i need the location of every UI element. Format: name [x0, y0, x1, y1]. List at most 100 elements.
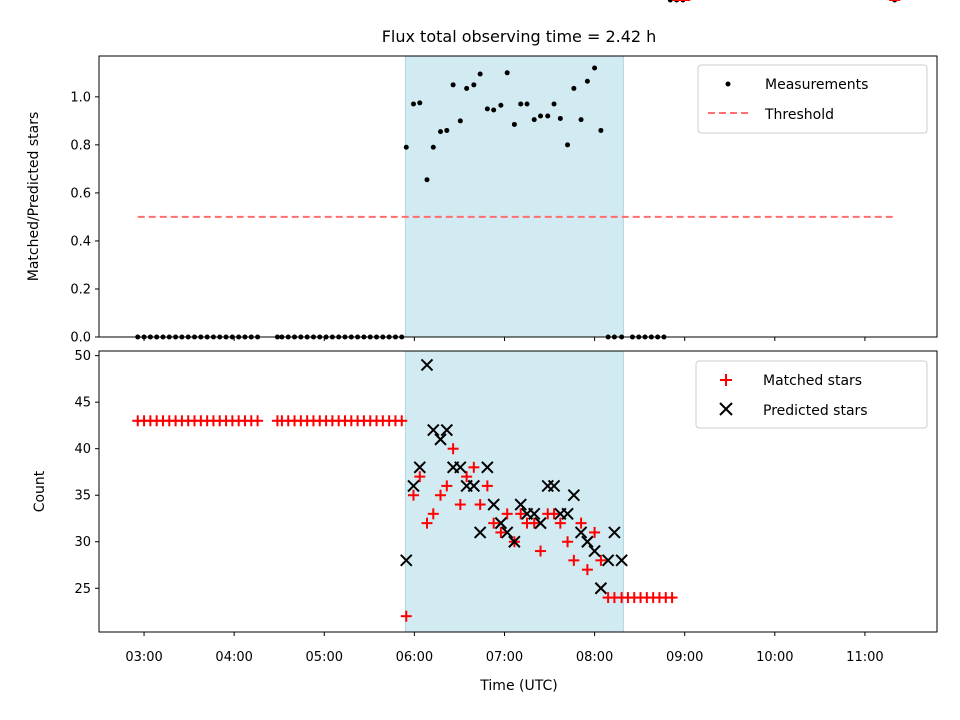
predicted-star-point: [454, 461, 467, 474]
y-tick-label: 25: [74, 582, 91, 597]
top-observing-window: [404, 55, 624, 338]
y-tick-label: 45: [74, 396, 91, 411]
predicted-star-point: [567, 489, 581, 502]
measurement-point: [410, 101, 416, 107]
measurement-point: [417, 100, 423, 106]
matched-star-point: [548, 508, 560, 520]
measurement-point: [571, 85, 577, 91]
legend-matched-label: Matched stars: [763, 373, 862, 389]
matched-star-point: [528, 517, 540, 529]
predicted-star-point: [534, 516, 547, 530]
legend-measurements-marker: [725, 81, 731, 87]
y-tick-label: 50: [74, 349, 91, 364]
measurement-point: [491, 107, 497, 113]
legend-predicted-label: Predicted stars: [763, 403, 868, 419]
matched-star-point: [474, 499, 486, 511]
y-tick-label: 40: [74, 442, 91, 457]
predicted-star-point: [500, 526, 514, 539]
matched-star-point: [595, 554, 607, 566]
matched-star-point: [468, 461, 480, 473]
chart-title: Flux total observing time = 2.42 h: [382, 27, 657, 46]
x-tick-label: 05:00: [306, 650, 343, 665]
measurement-point: [565, 142, 571, 148]
bottom-observing-window: [404, 350, 624, 633]
legend-predicted-marker: [719, 402, 733, 416]
measurement-point: [430, 144, 436, 150]
predicted-star-point: [588, 544, 601, 558]
measurement-point: [511, 121, 517, 127]
y-tick-label: 1.0: [70, 90, 91, 105]
matched-star-point: [461, 471, 473, 483]
matched-star-point: [435, 489, 447, 501]
measurement-point: [504, 70, 510, 76]
y-tick-label: 0.8: [70, 138, 91, 153]
x-tick-label: 07:00: [486, 650, 523, 665]
predicted-star-point: [481, 461, 494, 474]
bottom-legend-box: [695, 360, 928, 429]
predicted-star-point: [528, 507, 541, 521]
predicted-star-point: [467, 479, 481, 493]
matched-star-point: [454, 499, 466, 511]
measurement-point: [498, 102, 504, 108]
matched-star-point: [562, 536, 574, 548]
measurement-point: [464, 85, 470, 91]
predicted-star-point: [508, 535, 521, 548]
predicted-star-point: [494, 516, 508, 530]
legend-measurements-label: Measurements: [765, 77, 868, 93]
measurement-point: [557, 115, 563, 121]
matched-star-point: [481, 480, 493, 492]
matched-star-point: [581, 564, 593, 576]
measurement-point: [403, 144, 409, 150]
predicted-star-point: [615, 554, 628, 567]
predicted-star-point: [561, 507, 574, 521]
predicted-star-point: [427, 423, 440, 437]
predicted-star-point: [581, 535, 594, 548]
x-tick-label: 03:00: [125, 650, 162, 665]
predicted-star-point: [608, 526, 621, 539]
predicted-star-point: [487, 498, 500, 511]
y-tick-label: 30: [74, 535, 91, 550]
bottom-panel-frame: [98, 350, 938, 633]
matched-star-point: [666, 592, 678, 604]
matched-star-point: [421, 517, 433, 529]
measurement-point: [424, 177, 430, 183]
measurement-point: [471, 82, 477, 88]
x-tick-label: 04:00: [215, 650, 252, 665]
measurement-point: [531, 117, 537, 123]
measurement-point: [518, 101, 524, 107]
bottom-legend: Matched stars Predicted stars: [695, 360, 928, 429]
x-tick-label: 08:00: [576, 650, 613, 665]
measurement-point: [551, 101, 557, 107]
y-tick-label: 35: [74, 489, 91, 504]
matched-star-point: [488, 517, 500, 529]
measurement-point: [592, 65, 598, 71]
matched-star-point: [407, 489, 419, 501]
predicted-star-point: [434, 433, 447, 446]
predicted-star-point: [574, 526, 588, 539]
measurement-point: [444, 127, 450, 133]
measurement-point: [477, 71, 483, 77]
matched-star-point: [535, 545, 547, 557]
measurement-point: [524, 101, 530, 107]
measurement-point: [457, 118, 463, 124]
measurement-point: [484, 106, 490, 112]
x-tick-label: 11:00: [846, 650, 883, 665]
predicted-star-point: [473, 526, 487, 539]
y-tick-label: 0.6: [70, 186, 91, 201]
predicted-star-point: [420, 358, 434, 372]
legend-threshold-label: Threshold: [764, 107, 834, 123]
legend-matched-marker: [720, 374, 732, 386]
matched-star-point: [252, 415, 264, 427]
matched-star-point: [400, 610, 412, 622]
matched-star-point: [414, 471, 426, 483]
measurement-point: [538, 113, 544, 119]
measurement-point: [545, 113, 551, 119]
measurement-point: [598, 127, 604, 133]
x-tick-label: 06:00: [396, 650, 433, 665]
matched-star-point: [441, 480, 453, 492]
measurement-point: [667, 0, 673, 3]
y-tick-label: 0.0: [70, 331, 91, 346]
matched-star-point: [396, 415, 408, 427]
matched-star-point: [589, 526, 601, 538]
top-panel-ylabel: Matched/Predicted stars: [26, 112, 42, 282]
